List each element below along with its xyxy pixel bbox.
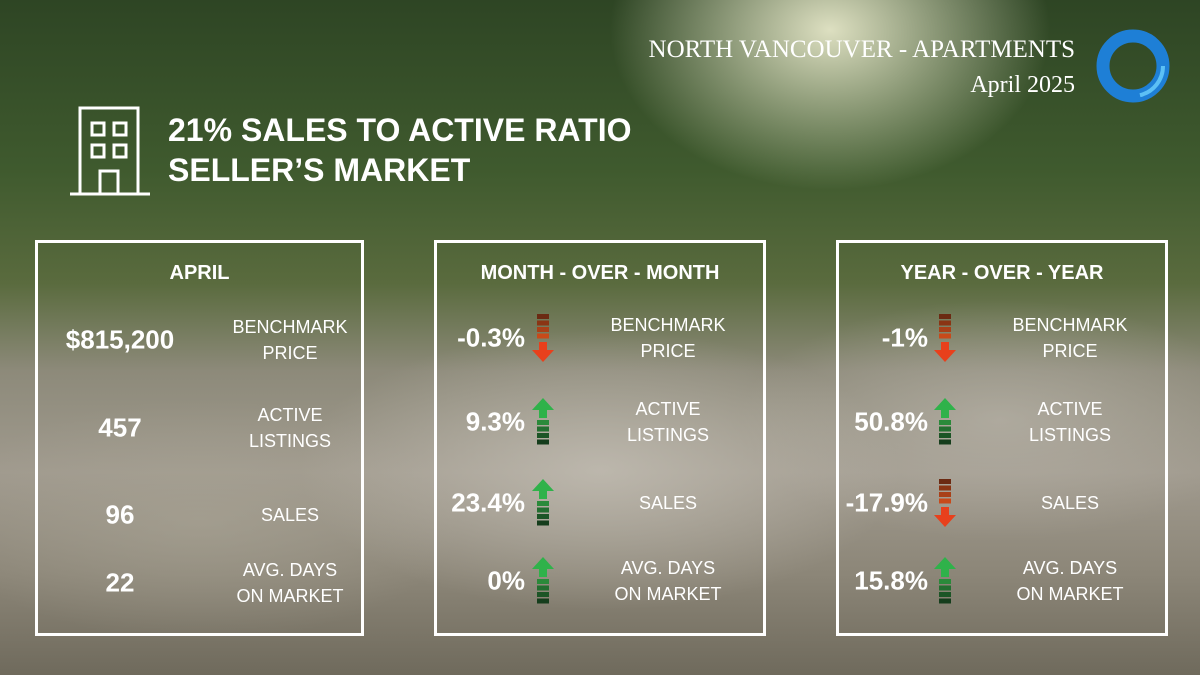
subtitle: April 2025 <box>970 72 1075 98</box>
headline: 21% SALES TO ACTIVE RATIO <box>168 112 632 148</box>
arrow-down <box>532 314 554 362</box>
stat-label: SALES <box>261 502 319 528</box>
label-line: PRICE <box>1042 341 1098 361</box>
arrow-down <box>934 479 956 527</box>
panel-title: APRIL <box>169 262 230 284</box>
stat-label: BENCHMARK PRICE <box>610 312 725 364</box>
stat-value: 23.4% <box>451 487 525 518</box>
stat-label: SALES <box>1041 490 1099 516</box>
building-icon <box>70 106 150 196</box>
stat-label: ACTIVE LISTINGS <box>1029 396 1111 448</box>
panel <box>35 240 364 636</box>
stat-value: 50.8% <box>854 406 928 437</box>
arrow-up <box>532 479 554 526</box>
stat-label: AVG. DAYS ON MARKET <box>236 557 343 609</box>
label-line: SALES <box>1040 493 1100 513</box>
label-line: LISTINGS <box>626 425 710 445</box>
label-line: ON MARKET <box>236 586 344 606</box>
stat-label: AVG. DAYS ON MARKET <box>1016 555 1123 607</box>
arrow-down <box>934 314 956 362</box>
stat-value: 96 <box>105 499 135 530</box>
arrow-up <box>532 398 554 445</box>
stat-value: 9.3% <box>465 406 525 437</box>
stat-value: -17.9% <box>845 487 928 518</box>
label-line: AVG. DAYS <box>242 560 338 580</box>
label-line: PRICE <box>262 343 318 363</box>
stat-value: 0% <box>487 565 525 596</box>
panel-title: MONTH - OVER - MONTH <box>480 262 720 284</box>
arrow-up <box>532 557 554 604</box>
label-line: AVG. DAYS <box>1022 558 1118 578</box>
stat-label: ACTIVE LISTINGS <box>627 396 709 448</box>
arrow-up <box>934 398 956 445</box>
label-line: LISTINGS <box>1028 425 1112 445</box>
label-line: ACTIVE <box>635 399 701 419</box>
stat-label: ACTIVE LISTINGS <box>249 402 331 454</box>
stat-value: 22 <box>105 567 135 598</box>
stat-label: BENCHMARK PRICE <box>1012 312 1127 364</box>
stat-value: 15.8% <box>854 565 928 596</box>
title: NORTH VANCOUVER - APARTMENTS <box>648 36 1075 63</box>
label-line: LISTINGS <box>248 431 332 451</box>
label-line: BENCHMARK <box>610 315 726 335</box>
stat-value: -1% <box>881 322 928 353</box>
label-line: BENCHMARK <box>1012 315 1128 335</box>
label-line: PRICE <box>640 341 696 361</box>
label-line: AVG. DAYS <box>620 558 716 578</box>
headline: SELLER’S MARKET <box>168 152 471 188</box>
label-line: ON MARKET <box>614 584 722 604</box>
label-line: SALES <box>638 493 698 513</box>
panel <box>836 240 1168 636</box>
label-line: ACTIVE <box>1037 399 1103 419</box>
stat-value: -0.3% <box>457 322 525 353</box>
stat-label: BENCHMARK PRICE <box>232 314 347 366</box>
label-line: ACTIVE <box>257 405 323 425</box>
label-line: SALES <box>260 505 320 525</box>
arrow-up <box>934 557 956 604</box>
stat-label: AVG. DAYS ON MARKET <box>614 555 721 607</box>
stat-value: $815,200 <box>65 324 175 355</box>
panel <box>434 240 766 636</box>
stat-value: 457 <box>98 412 142 443</box>
logo <box>1096 29 1170 103</box>
label-line: ON MARKET <box>1016 584 1124 604</box>
label-line: BENCHMARK <box>232 317 348 337</box>
stat-label: SALES <box>639 490 697 516</box>
panel-title: YEAR - OVER - YEAR <box>900 262 1104 284</box>
